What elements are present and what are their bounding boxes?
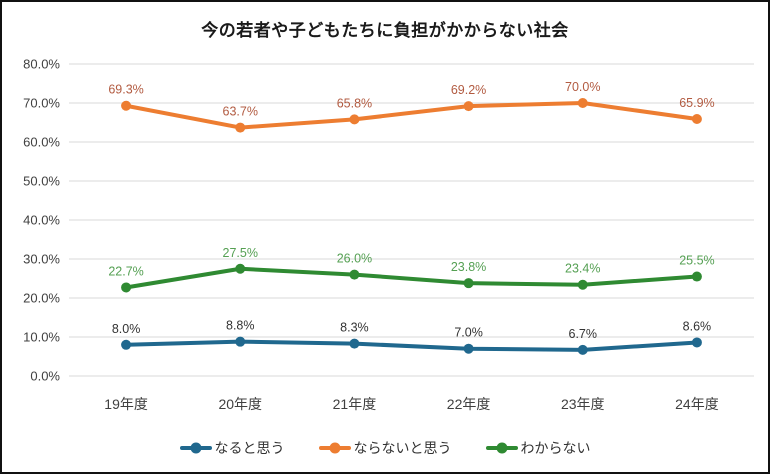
- data-point-marker: [577, 98, 588, 108]
- data-point-marker: [691, 337, 702, 348]
- data-point-marker: [349, 269, 360, 280]
- x-axis-tick-label: 23年度: [561, 396, 605, 412]
- data-point-marker: [349, 338, 360, 349]
- data-point-marker: [121, 100, 132, 111]
- series-line: [124, 101, 699, 130]
- data-point-marker: [691, 271, 702, 282]
- y-axis-tick-label: 20.0%: [23, 291, 60, 306]
- data-point-marker: [349, 114, 360, 125]
- legend-item-2: わからない: [485, 438, 591, 458]
- data-point-label: 8.8%: [226, 319, 255, 333]
- data-point-label: 6.7%: [569, 327, 598, 341]
- chart-title: 今の若者や子どもたちに負担がかからない社会: [201, 21, 569, 40]
- data-point-marker: [235, 263, 246, 274]
- legend-line-marker-icon: [318, 442, 351, 454]
- data-point-label: 23.4%: [565, 262, 600, 276]
- data-point-label: 8.0%: [112, 322, 141, 336]
- chart-legend: なると思う ならないと思う わからない: [2, 438, 768, 458]
- legend-line-marker-icon: [179, 442, 212, 454]
- legend-label: なると思う: [214, 440, 285, 456]
- y-axis-tick-label: 30.0%: [23, 252, 60, 267]
- legend-label: わからない: [520, 440, 591, 456]
- series-line: [124, 266, 699, 290]
- y-axis-tick-label: 80.0%: [23, 57, 60, 72]
- data-point-marker: [235, 122, 246, 133]
- data-point-label: 69.3%: [108, 83, 143, 97]
- data-point-label: 69.2%: [451, 83, 486, 97]
- data-point-label: 23.8%: [451, 260, 486, 274]
- data-point-marker: [577, 344, 588, 355]
- data-point-marker: [463, 343, 474, 354]
- data-point-marker: [235, 336, 246, 347]
- x-axis-tick-label: 20年度: [218, 396, 262, 412]
- y-axis-tick-label: 40.0%: [23, 213, 60, 228]
- y-axis-tick-label: 60.0%: [23, 135, 60, 150]
- data-point-marker: [691, 113, 702, 124]
- data-point-label: 26.0%: [337, 252, 372, 266]
- legend-dot-icon: [329, 442, 340, 454]
- x-axis-tick-label: 19年度: [104, 396, 148, 412]
- y-axis-tick-label: 10.0%: [23, 330, 60, 345]
- legend-label: ならないと思う: [353, 440, 452, 456]
- legend-item-1: ならないと思う: [318, 438, 452, 458]
- data-point-marker: [463, 101, 474, 112]
- legend-line-marker-icon: [485, 442, 518, 454]
- data-point-label: 25.5%: [679, 254, 714, 268]
- legend-dot-icon: [190, 442, 201, 454]
- data-point-label: 70.0%: [565, 80, 600, 94]
- data-point-marker: [121, 339, 132, 350]
- x-axis-tick-label: 22年度: [447, 396, 491, 412]
- legend-item-0: なると思う: [179, 438, 285, 458]
- data-point-label: 65.9%: [679, 96, 714, 110]
- data-point-marker: [463, 278, 474, 289]
- y-axis-tick-label: 0.0%: [30, 369, 60, 384]
- data-point-label: 27.5%: [223, 246, 258, 260]
- x-axis-tick-label: 24年度: [675, 396, 719, 412]
- series-line: [124, 339, 699, 352]
- data-point-label: 63.7%: [223, 105, 258, 119]
- data-point-label: 8.3%: [340, 321, 369, 335]
- data-point-marker: [577, 279, 588, 290]
- data-point-label: 7.0%: [454, 326, 483, 340]
- y-axis-tick-label: 70.0%: [23, 96, 60, 111]
- data-point-label: 22.7%: [108, 264, 143, 278]
- data-point-marker: [121, 282, 132, 293]
- y-axis-tick-label: 50.0%: [23, 174, 60, 189]
- data-point-label: 65.8%: [337, 96, 372, 110]
- x-axis-tick-label: 21年度: [333, 396, 377, 412]
- legend-dot-icon: [496, 442, 507, 454]
- data-point-label: 8.6%: [683, 319, 712, 333]
